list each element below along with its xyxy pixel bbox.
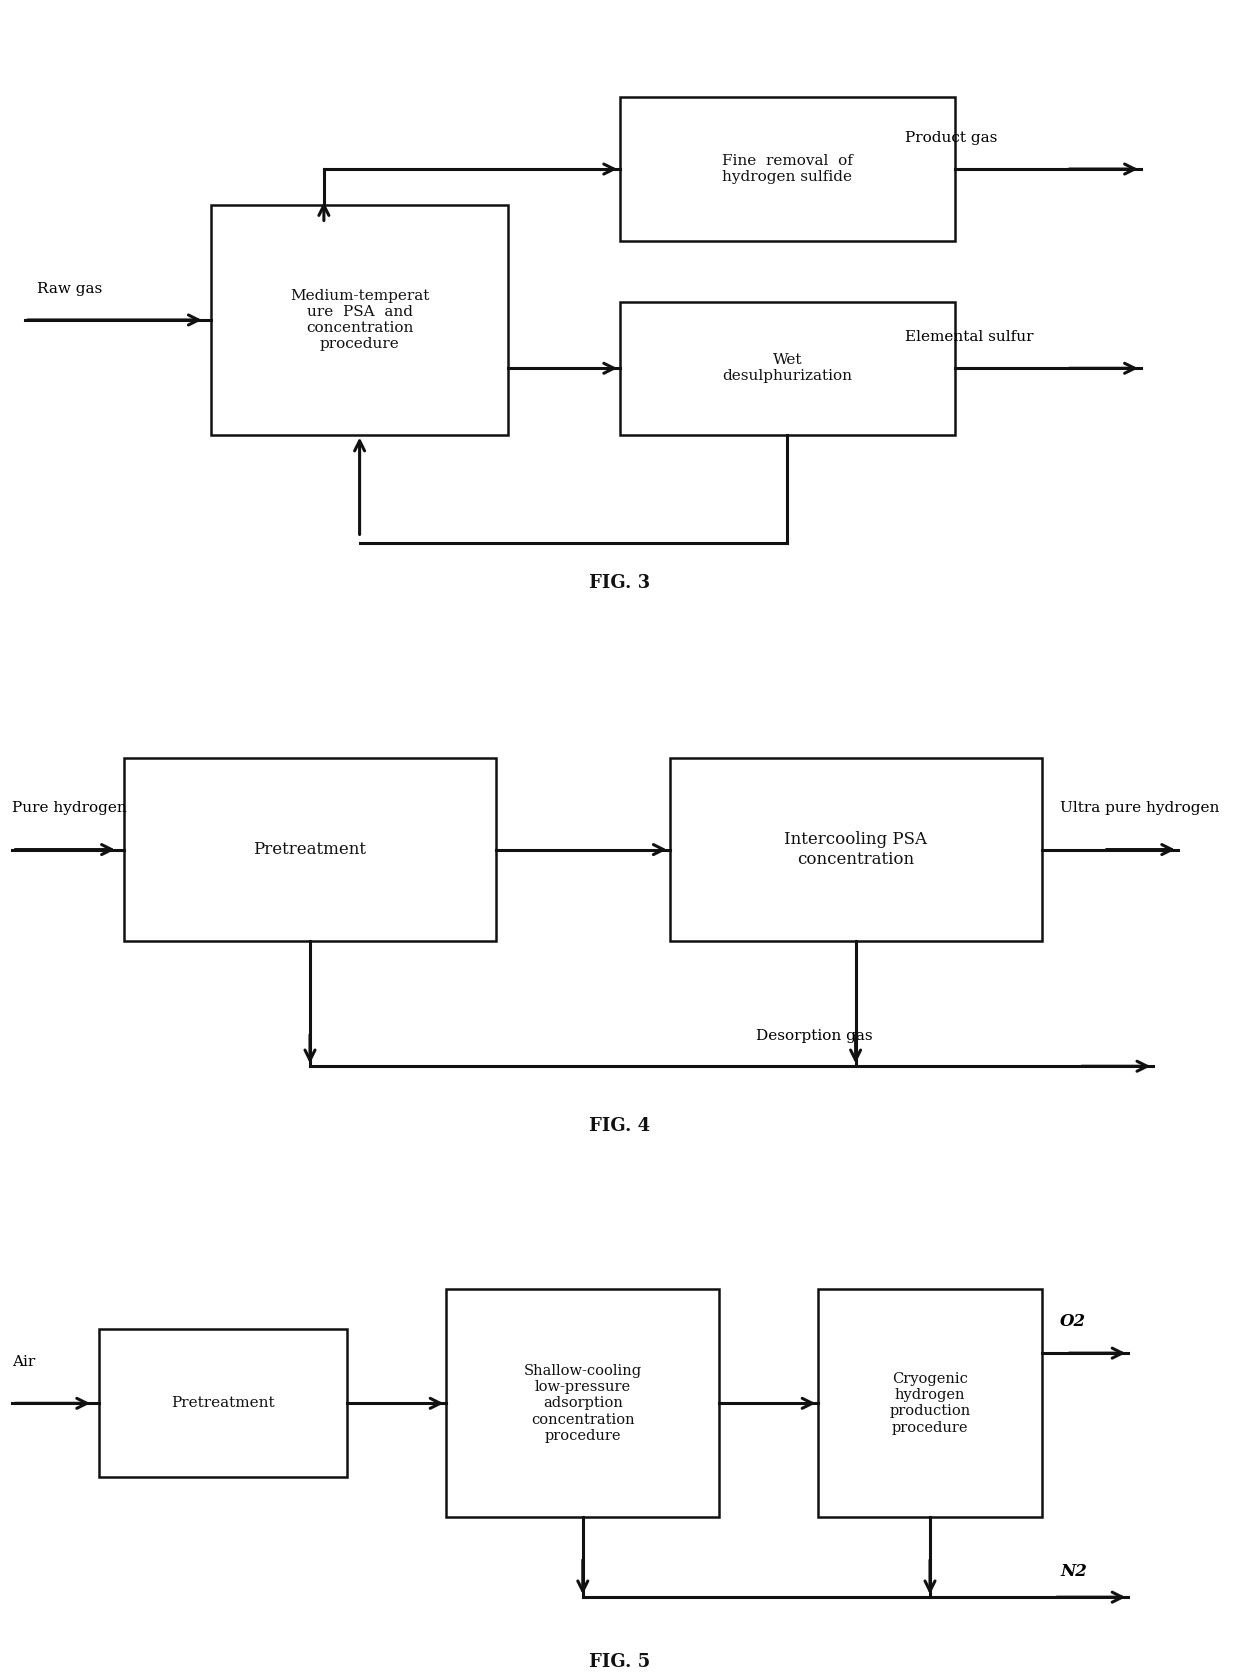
Text: Desorption gas: Desorption gas <box>756 1030 873 1043</box>
Text: Pretreatment: Pretreatment <box>171 1397 275 1410</box>
Bar <box>620 302 955 434</box>
Text: Fine  removal  of
hydrogen sulfide: Fine removal of hydrogen sulfide <box>722 154 853 184</box>
Text: Medium-temperat
ure  PSA  and
concentration
procedure: Medium-temperat ure PSA and concentratio… <box>290 288 429 350</box>
Text: Elemental sulfur: Elemental sulfur <box>905 330 1034 344</box>
Bar <box>99 1330 347 1477</box>
Text: Cryogenic
hydrogen
production
procedure: Cryogenic hydrogen production procedure <box>889 1372 971 1434</box>
Text: Shallow-cooling
low-pressure
adsorption
concentration
procedure: Shallow-cooling low-pressure adsorption … <box>523 1363 642 1442</box>
Text: Pure hydrogen: Pure hydrogen <box>12 802 128 815</box>
Text: Pretreatment: Pretreatment <box>253 842 367 859</box>
Text: Wet
desulphurization: Wet desulphurization <box>723 354 852 384</box>
Text: Ultra pure hydrogen: Ultra pure hydrogen <box>1060 802 1220 815</box>
Text: FIG. 5: FIG. 5 <box>589 1654 651 1672</box>
Bar <box>670 758 1042 941</box>
Text: N2: N2 <box>1060 1563 1087 1580</box>
Text: Product gas: Product gas <box>905 131 997 144</box>
Text: FIG. 3: FIG. 3 <box>589 574 651 592</box>
Bar <box>211 205 508 434</box>
Bar <box>818 1290 1042 1518</box>
Text: Raw gas: Raw gas <box>37 282 103 295</box>
Bar <box>620 97 955 241</box>
Text: Intercooling PSA
concentration: Intercooling PSA concentration <box>784 832 928 869</box>
Bar <box>446 1290 719 1518</box>
Text: FIG. 4: FIG. 4 <box>589 1117 651 1135</box>
Text: Air: Air <box>12 1355 36 1368</box>
Text: O2: O2 <box>1060 1313 1086 1330</box>
Bar <box>124 758 496 941</box>
